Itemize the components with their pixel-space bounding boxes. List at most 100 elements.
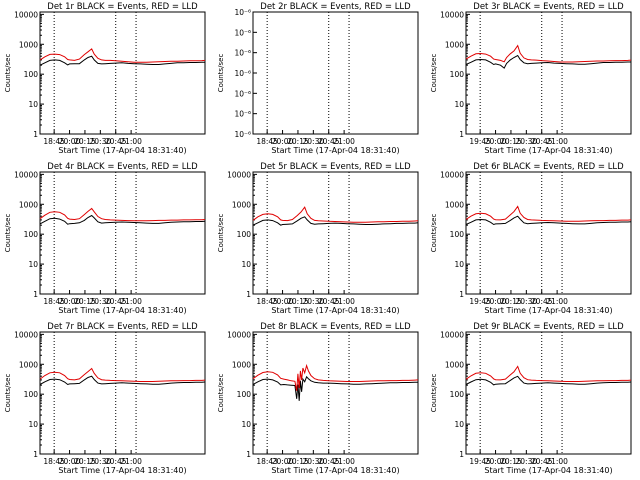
- y-axis-label: Counts/sec: [217, 214, 225, 253]
- plot-frame: [465, 331, 632, 455]
- x-tick-label: 20:00: [485, 297, 507, 306]
- x-tick-label: 20:30: [303, 457, 325, 466]
- y-tick-label: 10000: [14, 10, 38, 19]
- series-lld-line: [252, 363, 419, 391]
- x-axis-label: Start Time (17-Apr-04 18:31:40): [271, 146, 399, 155]
- y-tick-label: 1000: [445, 200, 464, 209]
- panel-det-5: Det 5r BLACK = Events, RED = LLD 1 10 100 10…: [217, 162, 419, 315]
- y-tick-label: 1: [33, 450, 38, 459]
- y-axis-label: Counts/sec: [4, 214, 12, 253]
- x-tick-label: 20:00: [272, 297, 294, 306]
- x-tick-label: 20:15: [500, 457, 522, 466]
- x-tick-label: 20:15: [500, 297, 522, 306]
- x-tick-label: 21:00: [546, 457, 568, 466]
- y-tick-label: 10⁻⁶: [234, 49, 251, 58]
- x-tick-label: 20:45: [531, 457, 553, 466]
- y-tick-label: 1: [33, 290, 38, 299]
- x-tick-label: 20:00: [485, 137, 507, 146]
- x-tick-label: 20:30: [90, 297, 112, 306]
- y-tick-label: 10: [454, 100, 464, 109]
- series-events-line: [465, 375, 632, 386]
- x-tick-label: 20:45: [105, 457, 127, 466]
- panel-det-2: Det 2r BLACK = Events, RED = LLD 10⁻⁶ 10⁻⁶…: [217, 2, 419, 155]
- x-tick-label: 20:30: [516, 297, 538, 306]
- x-axis-label: Start Time (17-Apr-04 18:31:40): [58, 306, 186, 315]
- panel-det-8: Det 8r BLACK = Events, RED = LLD 1 10 100 10…: [217, 322, 419, 475]
- y-tick-label: 1000: [445, 360, 464, 369]
- y-tick-label: 1000: [19, 40, 38, 49]
- x-axis-label: Start Time (17-Apr-04 18:31:40): [484, 466, 612, 475]
- x-tick-label: 21:00: [120, 137, 142, 146]
- plot-frame: [465, 171, 632, 295]
- y-tick-label: 1: [459, 130, 464, 139]
- x-tick-label: 21:00: [333, 137, 355, 146]
- plot-frame: [252, 331, 419, 455]
- x-tick-label: 20:15: [74, 297, 96, 306]
- y-axis-label: Counts/sec: [4, 54, 12, 93]
- y-tick-label: 100: [450, 70, 465, 79]
- x-tick-label: 20:45: [531, 137, 553, 146]
- x-tick-label: 20:30: [303, 137, 325, 146]
- x-tick-label: 20:30: [90, 137, 112, 146]
- y-tick-label: 10: [241, 420, 251, 429]
- panel-det-9: Det 9r BLACK = Events, RED = LLD 1 10 100 10…: [430, 322, 632, 475]
- y-tick-label: 10⁻⁶: [234, 69, 251, 78]
- panel-title: Det 8r BLACK = Events, RED = LLD: [260, 322, 411, 332]
- x-tick-label: 20:30: [303, 297, 325, 306]
- panel-title: Det 9r BLACK = Events, RED = LLD: [473, 322, 624, 332]
- series-lld-line: [465, 205, 632, 222]
- x-tick-label: 20:45: [105, 137, 127, 146]
- x-tick-label: 20:30: [516, 457, 538, 466]
- y-tick-label: 1000: [232, 360, 251, 369]
- x-tick-label: 20:45: [318, 137, 340, 146]
- plot-frame: [39, 331, 206, 455]
- y-tick-label: 1: [459, 290, 464, 299]
- series-lld-line: [465, 44, 632, 63]
- panel-det-1: Det 1r BLACK = Events, RED = LLD 1 10 100 10…: [4, 2, 206, 155]
- panel-title: Det 2r BLACK = Events, RED = LLD: [260, 2, 411, 12]
- x-tick-label: 20:15: [287, 297, 309, 306]
- y-tick-label: 1000: [232, 200, 251, 209]
- x-tick-label: 20:00: [272, 457, 294, 466]
- x-tick-label: 20:00: [59, 137, 81, 146]
- y-tick-label: 10⁻⁶: [234, 8, 251, 17]
- x-tick-label: 20:00: [59, 297, 81, 306]
- x-tick-label: 20:15: [74, 137, 96, 146]
- x-tick-label: 21:00: [546, 137, 568, 146]
- series-lld-line: [465, 365, 632, 382]
- series-lld-line: [252, 206, 419, 223]
- x-axis-label: Start Time (17-Apr-04 18:31:40): [58, 146, 186, 155]
- y-tick-label: 1: [246, 450, 251, 459]
- x-tick-label: 21:00: [546, 297, 568, 306]
- x-tick-label: 21:00: [120, 297, 142, 306]
- x-tick-label: 20:45: [318, 297, 340, 306]
- y-tick-label: 10⁻⁶: [234, 89, 251, 98]
- x-tick-label: 20:45: [105, 297, 127, 306]
- y-axis-label: Counts/sec: [4, 374, 12, 413]
- series-events-line: [252, 216, 419, 226]
- x-tick-label: 20:45: [531, 297, 553, 306]
- panel-det-3: Det 3r BLACK = Events, RED = LLD 1 10 100 10…: [430, 2, 632, 155]
- panel-title: Det 4r BLACK = Events, RED = LLD: [47, 162, 198, 172]
- series-events-line: [39, 55, 205, 66]
- x-tick-label: 20:15: [74, 457, 96, 466]
- x-tick-label: 20:30: [516, 137, 538, 146]
- y-tick-label: 10000: [227, 330, 251, 339]
- y-tick-label: 10⁻⁶: [234, 28, 251, 37]
- series-lld-line: [39, 367, 206, 382]
- y-tick-label: 100: [450, 230, 465, 239]
- y-tick-label: 1000: [19, 200, 38, 209]
- x-tick-label: 21:00: [333, 457, 355, 466]
- y-axis-label: Counts/sec: [217, 374, 225, 413]
- y-axis-label: Counts/sec: [430, 54, 438, 93]
- x-tick-label: 20:00: [272, 137, 294, 146]
- y-tick-label: 10: [454, 260, 464, 269]
- x-axis-label: Start Time (17-Apr-04 18:31:40): [58, 466, 186, 475]
- x-tick-label: 21:00: [333, 297, 355, 306]
- series-events-line: [465, 54, 631, 69]
- y-tick-label: 10000: [440, 170, 464, 179]
- x-tick-label: 18:45: [256, 137, 278, 146]
- panel-det-4: Det 4r BLACK = Events, RED = LLD 1 10 100 10…: [4, 162, 206, 315]
- y-tick-label: 10: [241, 260, 251, 269]
